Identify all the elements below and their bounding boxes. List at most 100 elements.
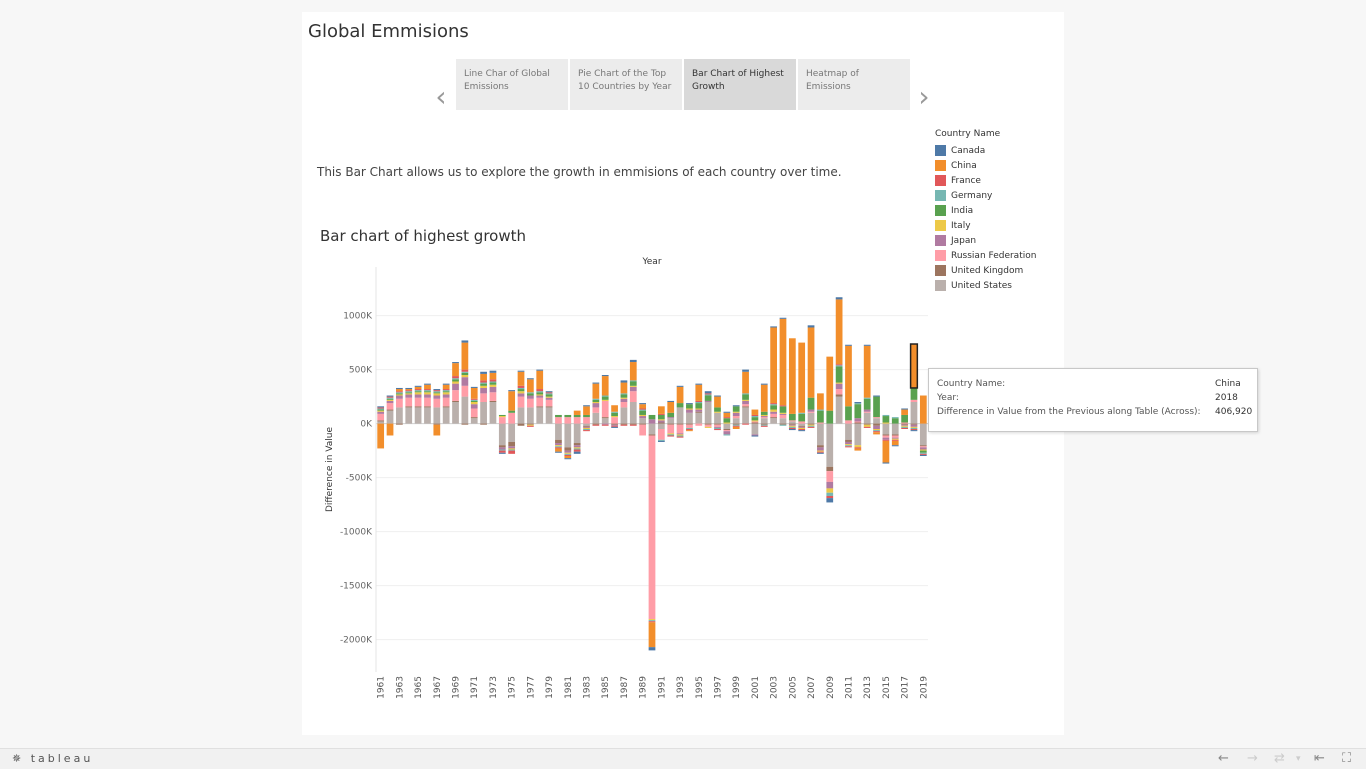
chevron-down-icon[interactable]: ▾	[1296, 754, 1301, 764]
bar-segment[interactable]	[489, 381, 497, 383]
bar-segment[interactable]	[470, 398, 478, 400]
bar-segment[interactable]	[442, 392, 450, 395]
bar-segment[interactable]	[414, 406, 422, 408]
bar-segment[interactable]	[676, 436, 684, 438]
bar-segment[interactable]	[498, 450, 506, 453]
bar-segment[interactable]	[854, 402, 862, 404]
bar-segment[interactable]	[489, 379, 497, 382]
bar-segment[interactable]	[527, 398, 534, 408]
bar-segment[interactable]	[863, 397, 871, 399]
bar-segment[interactable]	[788, 420, 796, 422]
bar-segment[interactable]	[396, 407, 403, 424]
bar-segment[interactable]	[742, 393, 749, 395]
bar-segment[interactable]	[732, 423, 740, 425]
bar-segment[interactable]	[564, 447, 572, 451]
bar-segment[interactable]	[639, 408, 647, 410]
bar-segment[interactable]	[648, 435, 656, 620]
bar-segment[interactable]	[442, 391, 450, 393]
bar-segment[interactable]	[854, 447, 862, 449]
bar-segment[interactable]	[845, 439, 852, 442]
bar-segment[interactable]	[611, 424, 618, 426]
bar-segment[interactable]	[742, 394, 749, 400]
bar-segment[interactable]	[508, 446, 516, 449]
bar-segment[interactable]	[742, 407, 749, 424]
bar-segment[interactable]	[386, 397, 394, 399]
bar-segment[interactable]	[863, 409, 871, 412]
bar-segment[interactable]	[470, 386, 478, 388]
bar-segment[interactable]	[517, 407, 525, 424]
bar-segment[interactable]	[817, 409, 824, 411]
bar-segment[interactable]	[751, 421, 759, 423]
bar-segment[interactable]	[788, 413, 796, 421]
bar-segment[interactable]	[798, 426, 806, 428]
bar-segment[interactable]	[433, 389, 441, 391]
legend-item[interactable]: Italy	[935, 218, 1036, 233]
bar-segment[interactable]	[891, 445, 899, 447]
bar-segment[interactable]	[910, 402, 918, 424]
bar-segment[interactable]	[788, 427, 796, 429]
bar-segment[interactable]	[891, 439, 899, 441]
bar-segment[interactable]	[405, 393, 413, 395]
bar-segment[interactable]	[760, 383, 768, 385]
bar-segment[interactable]	[639, 409, 647, 411]
bar-segment[interactable]	[760, 416, 768, 418]
bar-segment[interactable]	[835, 299, 843, 365]
bar-segment[interactable]	[620, 393, 628, 395]
bar-segment[interactable]	[601, 400, 609, 418]
redo-icon[interactable]: →	[1247, 751, 1258, 766]
bar-segment[interactable]	[732, 406, 740, 412]
bar-segment[interactable]	[854, 445, 862, 448]
legend-item[interactable]: Germany	[935, 188, 1036, 203]
bar-segment[interactable]	[901, 423, 908, 425]
bar-segment[interactable]	[910, 387, 918, 400]
bar-segment[interactable]	[882, 462, 890, 464]
bar-segment[interactable]	[424, 391, 431, 393]
bar-segment[interactable]	[639, 416, 647, 419]
bar-segment[interactable]	[657, 422, 665, 424]
bar-segment[interactable]	[751, 409, 759, 415]
bar-segment[interactable]	[742, 400, 749, 405]
bar-segment[interactable]	[695, 411, 703, 413]
bar-segment[interactable]	[760, 418, 768, 424]
bar-segment[interactable]	[676, 435, 684, 437]
bar-segment[interactable]	[424, 383, 431, 385]
bar-segment[interactable]	[882, 416, 890, 423]
bar-segment[interactable]	[770, 417, 777, 419]
bar-segment[interactable]	[788, 338, 796, 414]
bar-segment[interactable]	[835, 297, 843, 300]
bar-segment[interactable]	[592, 403, 600, 408]
bar-segment[interactable]	[863, 426, 871, 428]
bar-segment[interactable]	[779, 413, 787, 415]
bar-segment[interactable]	[377, 411, 385, 414]
bar-segment[interactable]	[826, 466, 834, 472]
bar-segment[interactable]	[545, 399, 553, 407]
bar-segment[interactable]	[863, 344, 871, 346]
bar-segment[interactable]	[564, 414, 572, 418]
bar-segment[interactable]	[826, 481, 834, 489]
bar-segment[interactable]	[667, 418, 675, 424]
bar-segment[interactable]	[377, 406, 385, 408]
bar-segment[interactable]	[396, 394, 403, 396]
bar-segment[interactable]	[480, 387, 487, 394]
bar-segment[interactable]	[891, 435, 899, 438]
bar-segment[interactable]	[845, 345, 852, 407]
bar-segment[interactable]	[835, 394, 843, 397]
bar-segment[interactable]	[686, 403, 693, 405]
bar-segment[interactable]	[508, 448, 516, 450]
bar-segment[interactable]	[545, 392, 553, 394]
bar-segment[interactable]	[714, 426, 721, 428]
bar-segment[interactable]	[779, 317, 787, 319]
undo-icon[interactable]: ←	[1218, 751, 1229, 766]
bar-segment[interactable]	[583, 425, 590, 427]
bar-segment[interactable]	[414, 392, 422, 395]
bar-segment[interactable]	[742, 371, 749, 394]
bar-segment[interactable]	[779, 405, 787, 407]
bar-segment[interactable]	[489, 384, 497, 387]
bar-segment[interactable]	[779, 424, 787, 426]
bar-segment[interactable]	[770, 405, 777, 410]
bar-segment[interactable]	[714, 396, 721, 408]
bar-segment[interactable]	[863, 398, 871, 410]
bar-segment[interactable]	[611, 412, 618, 417]
bar-segment[interactable]	[826, 492, 834, 496]
bar-segment[interactable]	[629, 381, 637, 386]
